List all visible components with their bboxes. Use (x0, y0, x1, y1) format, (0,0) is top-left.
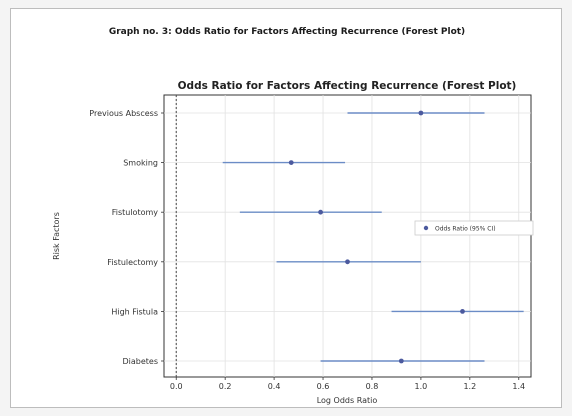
y-tick-label: High Fistula (111, 307, 158, 316)
figure-caption: Graph no. 3: Odds Ratio for Factors Affe… (108, 27, 466, 37)
point-estimate (460, 309, 465, 314)
x-tick-label: 1.0 (415, 382, 428, 391)
x-axis-label: Log Odds Ratio (317, 396, 378, 405)
y-tick-label: Fistulectomy (107, 258, 158, 267)
point-estimate (418, 110, 424, 116)
y-tick-label: Diabetes (122, 357, 158, 366)
y-tick-label: Fistulotomy (112, 208, 159, 217)
point-estimate (288, 160, 294, 166)
y-tick-label: Previous Abscess (89, 109, 158, 118)
x-tick-label: 0.0 (170, 382, 183, 391)
chart-title: Odds Ratio for Factors Affecting Recurre… (178, 80, 517, 92)
legend: Odds Ratio (95% CI) (414, 220, 534, 236)
point-estimate (318, 209, 323, 215)
x-tick-label: 1.4 (512, 382, 525, 391)
figure-frame: Graph no. 3: Odds Ratio for Factors Affe… (10, 8, 562, 408)
legend-label: Odds Ratio (95% CI) (435, 226, 496, 233)
x-tick-label: 0.4 (268, 382, 281, 391)
x-tick-label: 0.6 (317, 382, 330, 391)
legend-marker (423, 225, 429, 231)
forest-plot: Odds Ratio for Factors Affecting Recurre… (52, 80, 534, 405)
point-estimate (345, 259, 350, 265)
legend-box (414, 220, 534, 236)
point-estimate (398, 358, 404, 364)
plot-area (163, 94, 532, 378)
axes: 0.0 0.2 0.4 0.6 0.8 1.0 1.2 1.4 Previous Abscess… (89, 109, 525, 391)
y-axis-label: Risk Factors (52, 212, 61, 260)
data-marks (222, 110, 524, 364)
x-tick-label: 0.8 (366, 382, 379, 391)
x-tick-label: 0.2 (219, 382, 232, 391)
y-tick-label: Smoking (123, 159, 158, 168)
x-tick-label: 1.2 (463, 382, 476, 391)
